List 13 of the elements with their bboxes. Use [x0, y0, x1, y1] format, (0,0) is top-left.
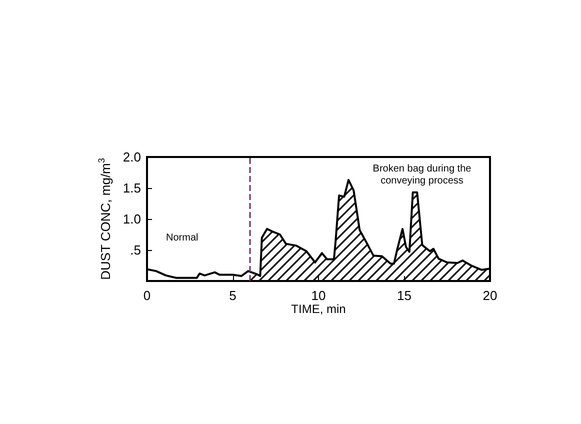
y-tick-label: 2.0: [122, 150, 141, 164]
x-axis-title: TIME, min: [291, 302, 346, 316]
x-tick-label: 10: [311, 288, 326, 303]
y-axis-title: DUST CONC, mg/m3: [96, 158, 114, 280]
y-tick-label: 1.5: [122, 180, 141, 196]
x-tick-label: 15: [397, 288, 412, 303]
annotation: Normal: [166, 232, 198, 244]
x-tick-label: 20: [482, 288, 498, 303]
x-tick-label: 0: [143, 288, 151, 303]
x-tick-label: 5: [229, 288, 236, 303]
y-tick-label: 1.0: [122, 212, 141, 226]
y-tick-label: .5: [130, 242, 141, 258]
annotation: Broken bag during the conveying process: [372, 164, 472, 186]
